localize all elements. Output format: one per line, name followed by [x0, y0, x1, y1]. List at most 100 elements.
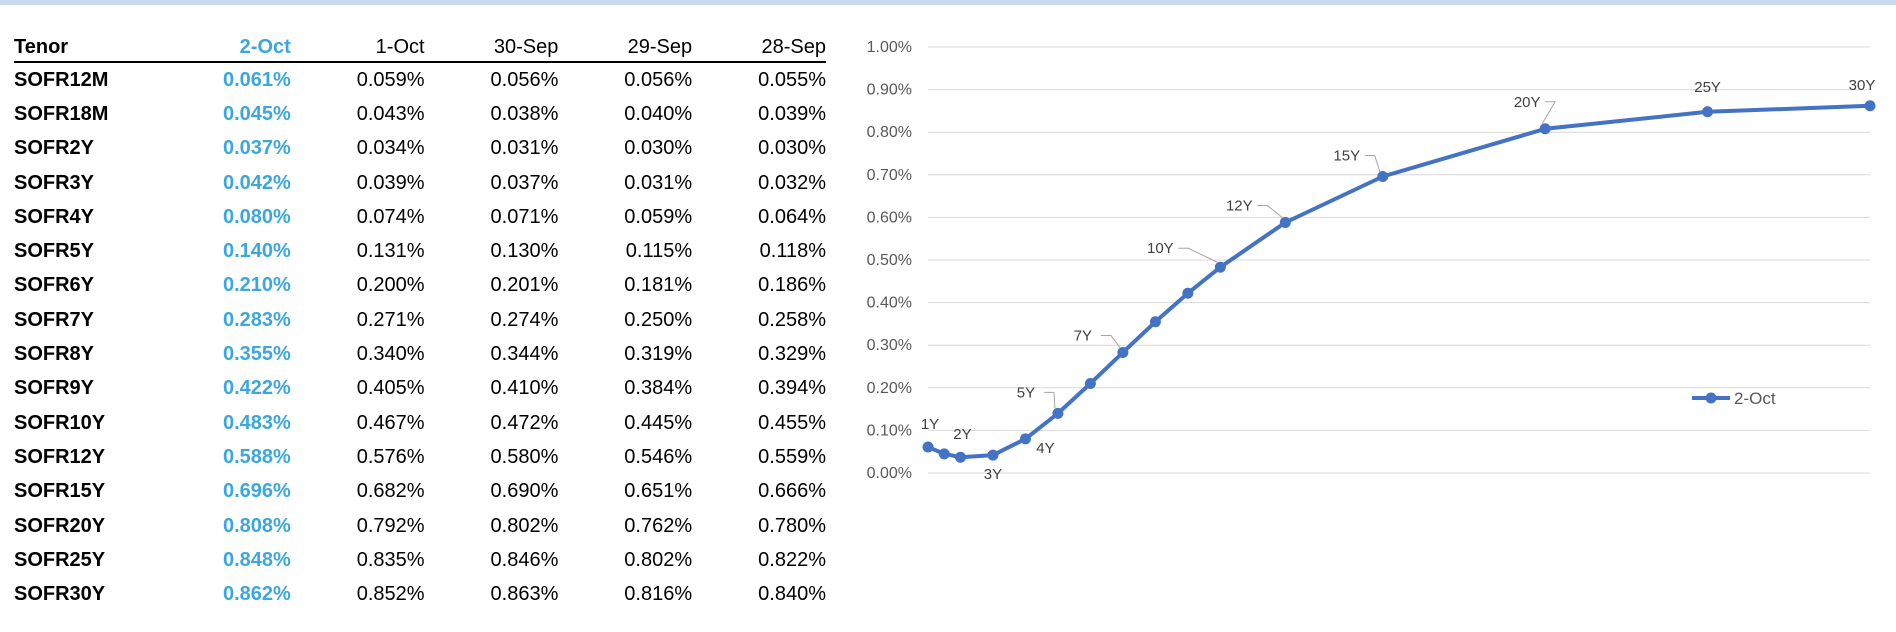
rate-cell: 0.472%: [490, 411, 559, 434]
tenor-cell: SOFR7Y: [14, 308, 95, 331]
rate-cell: 0.055%: [758, 68, 826, 91]
rate-cell: 0.588%: [222, 445, 291, 468]
table-row: SOFR4Y 0.080% 0.074% 0.071% 0.059% 0.064%: [14, 200, 826, 234]
rate-cell: 0.696%: [222, 480, 291, 503]
rate-cell: 0.682%: [356, 480, 425, 503]
rate-cell: 0.410%: [490, 377, 559, 400]
table-row: SOFR2Y 0.037% 0.034% 0.031% 0.030% 0.030%: [14, 132, 826, 166]
rate-cell: 0.034%: [356, 137, 425, 160]
data-point: [938, 448, 950, 460]
rate-cell: 0.181%: [624, 274, 693, 297]
data-point: [1149, 316, 1161, 328]
rate-cell: 0.061%: [222, 68, 291, 91]
tenor-cell: SOFR20Y: [14, 514, 106, 537]
table-row: SOFR8Y 0.355% 0.340% 0.344% 0.319% 0.329%: [14, 337, 826, 371]
rate-cell: 0.690%: [490, 480, 559, 503]
tenor-cell: SOFR30Y: [14, 583, 106, 606]
tenor-cell: SOFR5Y: [14, 240, 95, 263]
tenor-cell: SOFR2Y: [14, 137, 95, 160]
rate-cell: 0.559%: [758, 445, 826, 468]
rate-cell: 0.201%: [490, 274, 559, 297]
tenor-cell: SOFR8Y: [14, 343, 95, 366]
data-point: [1702, 106, 1714, 118]
rate-cell: 0.802%: [624, 548, 693, 571]
data-point: [1539, 123, 1551, 135]
table-row: SOFR10Y 0.483% 0.467% 0.472% 0.445% 0.455%: [14, 406, 826, 440]
table-row: SOFR5Y 0.140% 0.131% 0.130% 0.115% 0.118%: [14, 234, 826, 268]
tenor-cell: SOFR3Y: [14, 171, 95, 194]
rate-cell: 0.840%: [758, 583, 826, 606]
data-point: [1377, 171, 1389, 183]
rate-cell: 0.863%: [490, 583, 559, 606]
rate-cell: 0.422%: [222, 377, 291, 400]
column-header-date: 30-Sep: [493, 35, 559, 58]
rate-cell: 0.056%: [624, 68, 693, 91]
column-header-date: 29-Sep: [627, 35, 693, 58]
rate-cell: 0.792%: [356, 514, 425, 537]
table-row: SOFR18M 0.045% 0.043% 0.038% 0.040% 0.039%: [14, 97, 826, 131]
tenor-cell: SOFR15Y: [14, 480, 106, 503]
rate-cell: 0.762%: [624, 514, 693, 537]
table-header-row: Tenor 2-Oct 1-Oct 30-Sep 29-Sep 28-Sep: [14, 33, 826, 62]
rate-cell: 0.455%: [758, 411, 826, 434]
data-point: [1084, 378, 1096, 390]
data-point: [922, 441, 934, 453]
rate-cell: 0.118%: [759, 240, 826, 263]
chart-y-axis: 0.00% 0.10% 0.20% 0.30% 0.40% 0.50% 0.60% 0.70%…: [867, 39, 912, 482]
rate-cell: 0.200%: [356, 274, 425, 297]
rate-cell: 0.030%: [624, 137, 693, 160]
rate-cell: 0.822%: [758, 548, 826, 571]
rate-cell: 0.816%: [624, 583, 693, 606]
rate-cell: 0.848%: [222, 548, 291, 571]
point-label: 30Y: [1849, 77, 1876, 94]
y-tick-label: 1.00%: [867, 39, 912, 56]
rate-cell: 0.846%: [490, 548, 559, 571]
tenor-cell: SOFR25Y: [14, 548, 106, 571]
data-point: [954, 451, 966, 463]
data-point: [1864, 100, 1876, 112]
rate-cell: 0.080%: [222, 205, 291, 228]
point-label: 4Y: [1036, 440, 1054, 457]
rate-cell: 0.319%: [624, 343, 693, 366]
data-point: [1019, 433, 1031, 445]
point-label: 25Y: [1694, 79, 1721, 96]
column-header-date: 28-Sep: [761, 35, 827, 58]
rate-cell: 0.483%: [222, 411, 291, 434]
rate-cell: 0.852%: [356, 583, 425, 606]
rate-cell: 0.340%: [356, 343, 425, 366]
rate-cell: 0.780%: [758, 514, 826, 537]
rate-cell: 0.546%: [624, 445, 693, 468]
y-tick-label: 0.60%: [867, 209, 912, 226]
y-tick-label: 0.70%: [867, 167, 912, 184]
tenor-cell: SOFR12M: [14, 68, 109, 91]
rates-table-container: Tenor 2-Oct 1-Oct 30-Sep 29-Sep 28-Sep S…: [14, 33, 826, 612]
rate-cell: 0.445%: [624, 411, 693, 434]
rate-cell: 0.576%: [356, 445, 425, 468]
tenor-cell: SOFR12Y: [14, 445, 106, 468]
rate-cell: 0.467%: [356, 411, 425, 434]
point-label: 5Y: [1017, 384, 1035, 401]
rate-cell: 0.059%: [624, 205, 693, 228]
legend-marker: [1705, 392, 1717, 404]
tenor-cell: SOFR10Y: [14, 411, 106, 434]
rate-cell: 0.651%: [624, 480, 693, 503]
rate-cell: 0.862%: [222, 583, 291, 606]
label-leader-line: [1364, 155, 1381, 172]
series-line-2-oct: [927, 103, 1871, 460]
rate-cell: 0.030%: [758, 137, 826, 160]
table-row: SOFR7Y 0.283% 0.271% 0.274% 0.250% 0.258%: [14, 303, 826, 337]
rate-cell: 0.037%: [222, 137, 291, 160]
rate-cell: 0.210%: [222, 274, 291, 297]
rate-cell: 0.039%: [758, 102, 826, 125]
rate-cell: 0.186%: [758, 274, 826, 297]
rate-cell: 0.258%: [758, 308, 826, 331]
point-label: 12Y: [1226, 198, 1253, 215]
table-row: SOFR3Y 0.042% 0.039% 0.037% 0.031% 0.032%: [14, 166, 826, 200]
rate-cell: 0.130%: [490, 240, 559, 263]
rate-cell: 0.038%: [490, 102, 559, 125]
rate-cell: 0.071%: [490, 205, 559, 228]
point-label: 10Y: [1147, 240, 1174, 257]
y-tick-label: 0.20%: [867, 380, 912, 397]
rate-cell: 0.355%: [222, 343, 291, 366]
sofr-rates-table: Tenor 2-Oct 1-Oct 30-Sep 29-Sep 28-Sep S…: [14, 33, 826, 612]
